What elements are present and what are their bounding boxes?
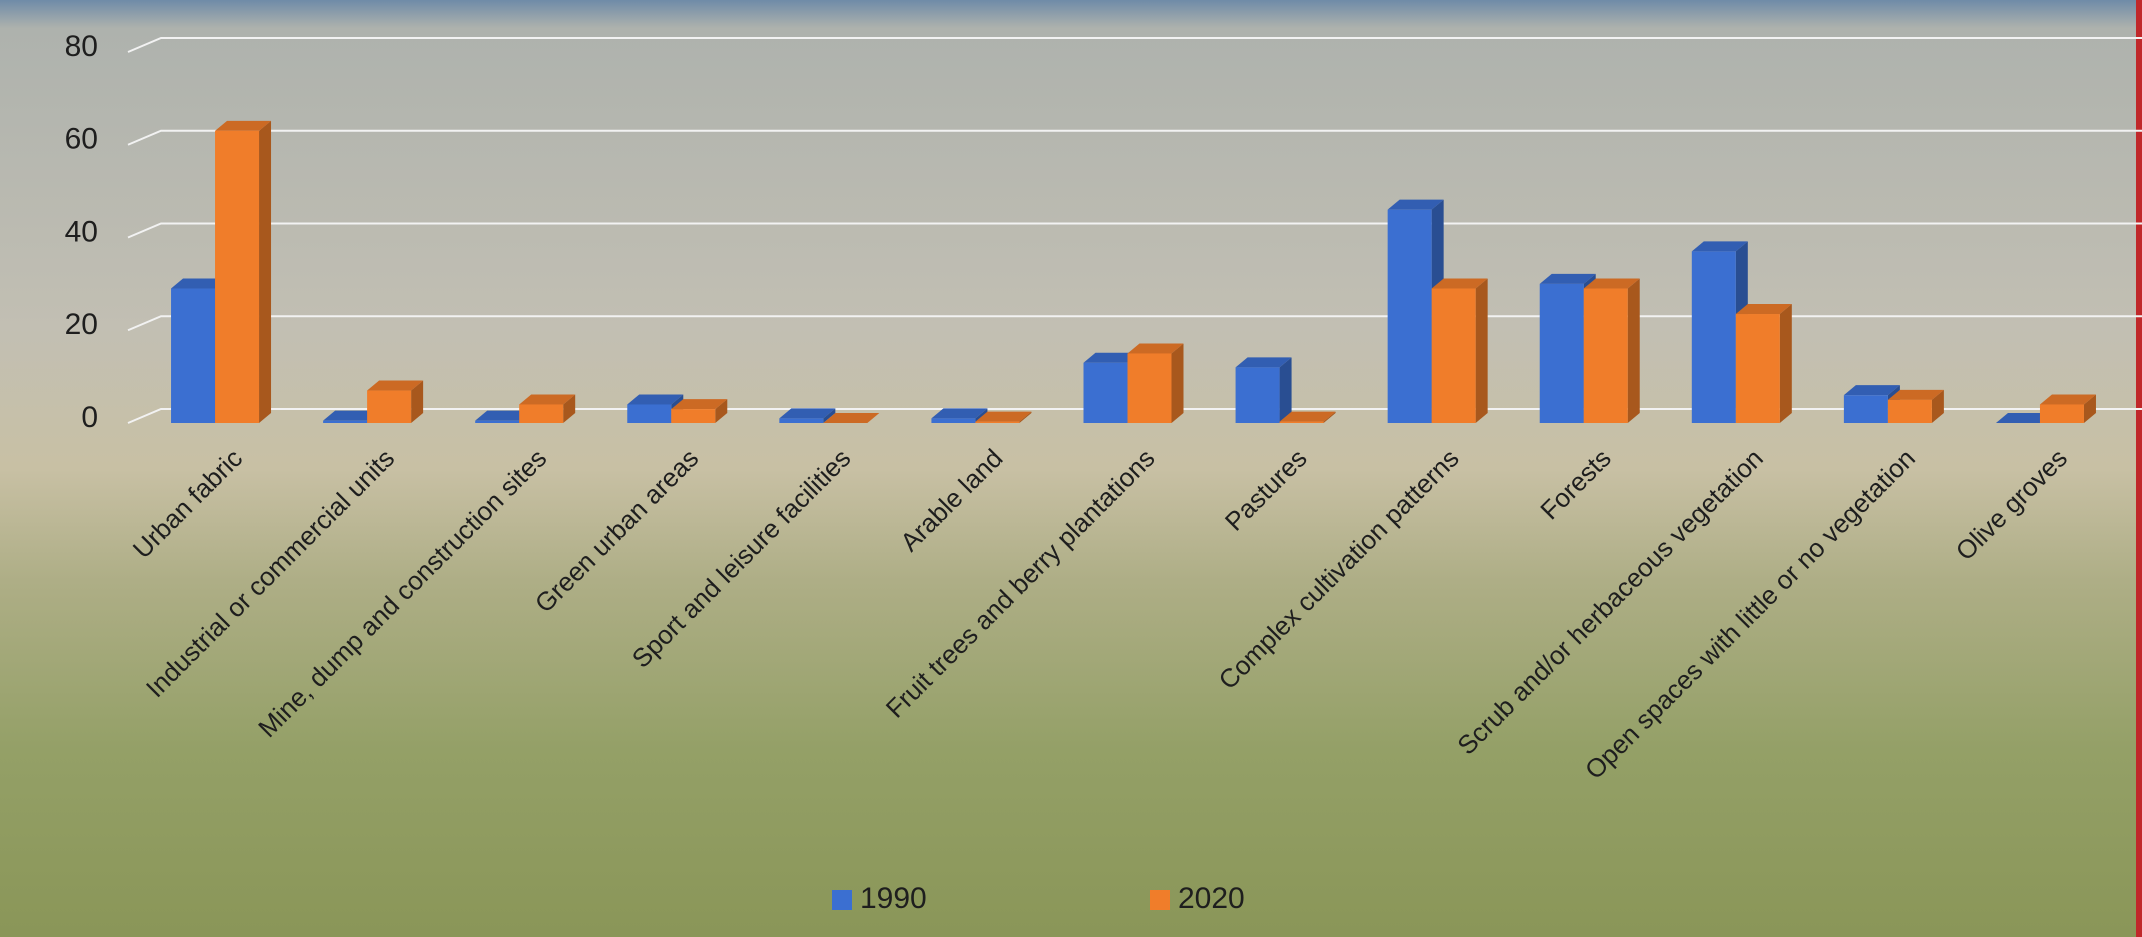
bar-top [1887,389,1944,400]
bar-top [1387,199,1444,210]
bar-top [931,408,988,419]
bar-side [1279,357,1292,423]
bar-side [2083,394,2096,423]
bar-top [779,408,836,419]
bar-side [563,394,576,423]
bar [519,404,564,423]
bar-top [1235,357,1292,368]
bar-side [1779,304,1792,423]
bar-side [1019,411,1032,423]
bar-side [1323,411,1336,423]
bar [215,130,260,423]
bar-top [1083,352,1140,363]
bar [1887,399,1932,423]
bar [323,420,368,423]
bar [2039,404,2084,423]
bar-top [975,411,1032,422]
bar-top [1279,411,1336,422]
bar [1235,367,1280,423]
bar [1387,209,1432,423]
bar [1431,288,1476,423]
bar-side [1931,389,1944,423]
bar-top [519,394,576,405]
grid-line [127,37,2142,53]
bar [931,418,976,423]
grid-line [127,129,2142,146]
bar-side [1171,343,1184,423]
bar-top [627,394,684,405]
y-tick-label: 80 [65,30,98,63]
bar-top [1431,278,1488,289]
edge-border [2136,0,2142,937]
bar [1539,283,1584,423]
bar-top [1127,343,1184,354]
bar-top [1691,241,1748,252]
bar-top [323,410,380,421]
y-tick-label: 40 [65,215,98,248]
bar-side [1475,278,1488,423]
bar-side [411,380,424,423]
y-tick-label: 0 [81,401,98,434]
bar [171,288,216,423]
bar-top [671,399,728,410]
legend-swatch [1150,890,1170,910]
bar [627,404,672,423]
bar-top [367,380,424,391]
bar [1127,353,1172,423]
bar [1843,395,1888,423]
bar [475,420,520,423]
bar-side [259,120,272,424]
bar-top [823,413,880,423]
bar [975,421,1020,423]
y-tick-label: 60 [65,123,98,156]
bar-side [1627,278,1640,423]
bar-side [715,399,728,423]
legend-label: 1990 [860,882,927,915]
bar [1735,314,1780,423]
bar-top [475,410,532,421]
bar-top [171,278,228,289]
legend-swatch [832,890,852,910]
bar [1083,362,1128,423]
y-tick-label: 20 [65,308,98,341]
bar [1279,421,1324,423]
bar-top [1843,385,1900,396]
bar [1691,251,1736,423]
legend-label: 2020 [1178,882,1245,915]
bar-top [215,120,272,131]
bar-top [1539,273,1596,284]
bar-top [2039,394,2096,405]
bar [779,418,824,423]
bar [367,390,412,423]
bar [671,409,716,423]
grid-line [127,222,2142,239]
bar-top [1583,278,1640,289]
bar-top [1735,304,1792,315]
bar-top [1995,413,2052,423]
bar [1583,288,1628,423]
bar-side [823,408,836,423]
